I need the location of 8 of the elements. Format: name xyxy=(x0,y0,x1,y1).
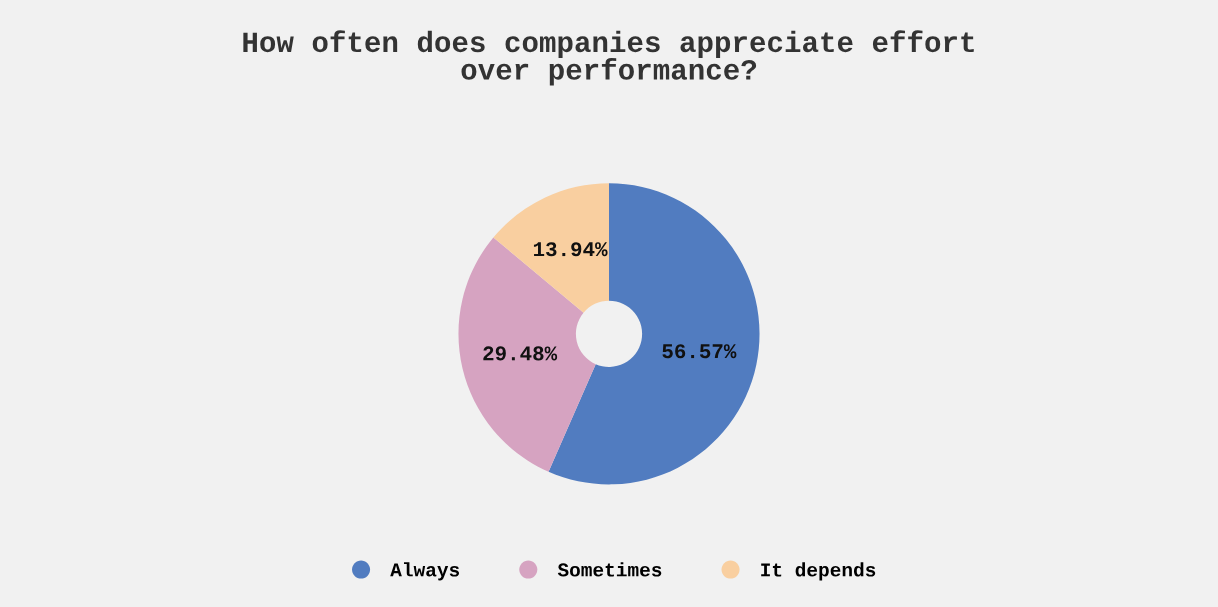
legend-label: Sometimes xyxy=(557,562,662,577)
donut-slice xyxy=(493,183,609,313)
data-label: 56.57% xyxy=(662,344,737,359)
data-label: 29.48% xyxy=(483,346,558,361)
legend-label: It depends xyxy=(761,562,876,581)
legend-label: Always xyxy=(390,562,460,581)
data-label: 13.94% xyxy=(533,242,608,257)
chart-title: How often does companies appreciate effort over performance? xyxy=(243,30,974,86)
